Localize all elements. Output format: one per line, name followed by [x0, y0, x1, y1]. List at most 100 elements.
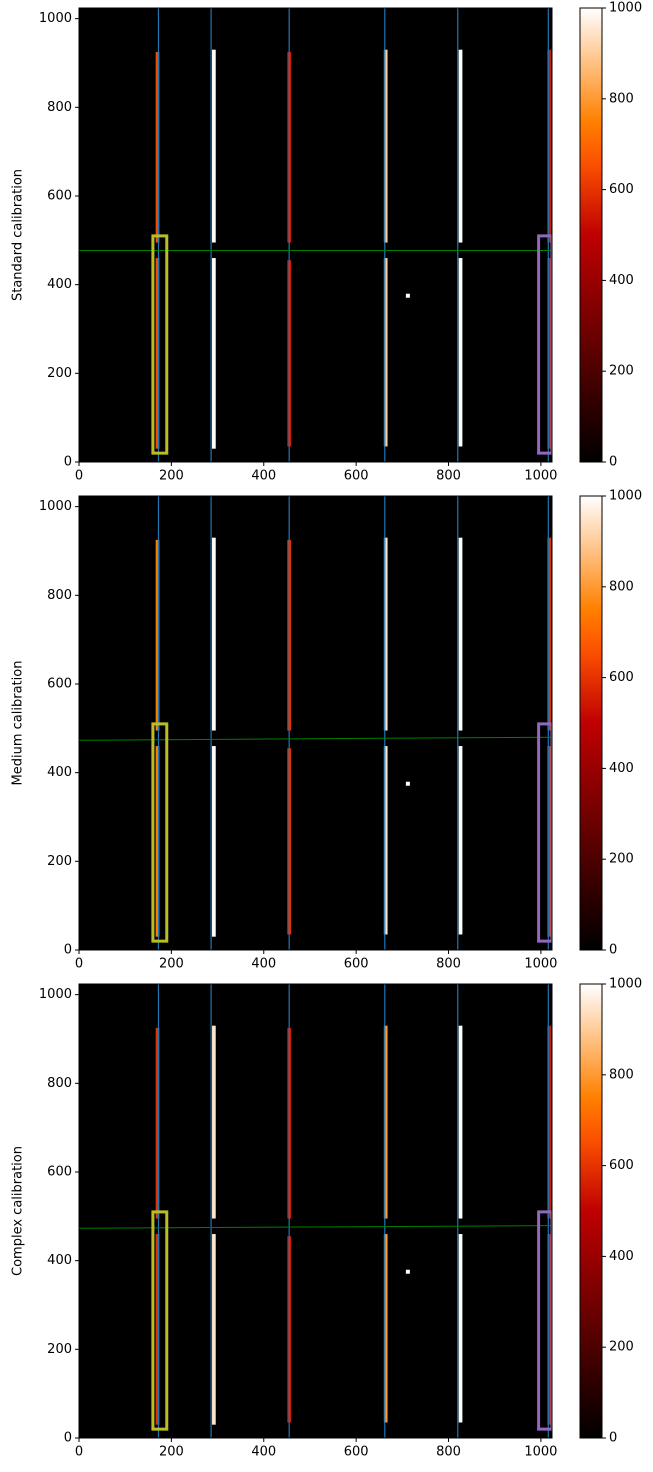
x-tick-label: 400: [251, 469, 276, 484]
colorbar-tick-label: 0: [609, 1431, 617, 1446]
plot-area: [79, 984, 552, 1438]
colorbar-tick-label: 600: [609, 670, 634, 685]
spot: [405, 1269, 410, 1274]
colorbar-tick-label: 200: [609, 852, 634, 867]
trace-segment: [547, 537, 552, 731]
colorbar-tick-label: 600: [609, 182, 634, 197]
y-tick-label: 400: [47, 1253, 72, 1268]
colorbar-tick-label: 1000: [609, 1, 642, 16]
colorbar-tick-label: 200: [609, 364, 634, 379]
trace-segment: [155, 539, 160, 731]
x-tick-label: 1000: [524, 957, 557, 972]
colorbar: [579, 983, 603, 1439]
y-tick-label: 400: [47, 277, 72, 292]
x-tick-label: 400: [251, 957, 276, 972]
trace-segment: [383, 1025, 388, 1219]
x-tick-label: 200: [159, 1445, 184, 1460]
selection-box: [537, 1210, 552, 1431]
y-tick-label: 800: [47, 588, 72, 603]
x-tick-label: 400: [251, 1445, 276, 1460]
colorbar-tick-label: 800: [609, 579, 634, 594]
trace-segment: [155, 258, 160, 449]
trace-segment: [155, 1234, 160, 1425]
trace-segment: [383, 746, 388, 935]
colorbar: [579, 495, 603, 951]
x-tick-label: 0: [75, 957, 83, 972]
x-tick-label: 800: [436, 957, 461, 972]
y-tick-label: 600: [47, 1164, 72, 1179]
trace-segment: [155, 51, 160, 243]
trace-segment: [458, 49, 463, 243]
axes-frame: [78, 7, 553, 463]
panel: 0 200 400 600 800 1000 0 200 400 600 800 1000 Medium…: [11, 489, 643, 972]
trace-segment: [383, 49, 388, 243]
x-tick-label: 600: [344, 1445, 369, 1460]
trace-segment: [383, 1234, 388, 1423]
colorbar-tick-label: 1000: [609, 489, 642, 504]
y-tick-label: 1000: [39, 499, 72, 514]
selection-box: [537, 234, 552, 455]
trace-segment: [212, 1025, 216, 1219]
trace-segment: [547, 1025, 552, 1219]
y-tick-label: 1000: [39, 987, 72, 1002]
colorbar-tick-label: 0: [609, 943, 617, 958]
selection-box: [151, 722, 169, 943]
colorbar-tick-label: 800: [609, 1067, 634, 1082]
colorbar-tick-label: 1000: [609, 977, 642, 992]
spot: [405, 293, 410, 298]
trace-segment: [547, 258, 552, 449]
selection-box: [151, 1210, 169, 1431]
panel: 0 200 400 600 800 1000 0 200 400 600 800 1000 Standa…: [11, 1, 643, 484]
y-axis-label: Standard calibration: [11, 169, 26, 301]
selection-box: [151, 234, 169, 455]
x-tick-label: 1000: [524, 469, 557, 484]
axes-frame: [78, 983, 553, 1439]
plot-area: [79, 8, 552, 462]
x-tick-label: 800: [436, 469, 461, 484]
trace-segment: [212, 746, 216, 937]
trace-segment: [212, 1234, 216, 1425]
image-background: [79, 984, 552, 1438]
x-tick-label: 200: [159, 957, 184, 972]
trace-segment: [547, 49, 552, 243]
spot: [405, 781, 410, 786]
trace-segment: [458, 258, 463, 447]
x-tick-label: 600: [344, 957, 369, 972]
y-tick-label: 600: [47, 188, 72, 203]
y-tick-label: 200: [47, 854, 72, 869]
y-tick-label: 800: [47, 100, 72, 115]
trace-segment: [547, 1234, 552, 1425]
y-tick-label: 800: [47, 1076, 72, 1091]
colorbar-tick-label: 800: [609, 91, 634, 106]
x-tick-label: 200: [159, 469, 184, 484]
trace-segment: [458, 1234, 463, 1423]
y-tick-label: 1000: [39, 11, 72, 26]
x-tick-label: 1000: [524, 1445, 557, 1460]
y-axis-label: Medium calibration: [11, 661, 26, 786]
colorbar-tick-label: 400: [609, 1249, 634, 1264]
y-axis-label: Complex calibration: [11, 1146, 26, 1276]
x-tick-label: 600: [344, 469, 369, 484]
y-tick-label: 0: [64, 1431, 72, 1446]
trace-segment: [383, 537, 388, 731]
colorbar-tick-label: 400: [609, 273, 634, 288]
y-tick-label: 200: [47, 366, 72, 381]
y-tick-label: 0: [64, 455, 72, 470]
y-tick-label: 0: [64, 943, 72, 958]
trace-segment: [155, 746, 160, 937]
colorbar: [579, 7, 603, 463]
trace-segment: [458, 1025, 463, 1219]
y-tick-label: 600: [47, 676, 72, 691]
image-background: [79, 496, 552, 950]
trace-segment: [383, 258, 388, 447]
plot-area: [79, 496, 552, 950]
axes-frame: [78, 495, 553, 951]
x-tick-label: 0: [75, 1445, 83, 1460]
trace-segment: [212, 49, 216, 243]
trace-segment: [155, 1027, 160, 1219]
x-tick-label: 800: [436, 1445, 461, 1460]
x-tick-label: 0: [75, 469, 83, 484]
row-line: [79, 1225, 552, 1229]
selection-box: [537, 722, 552, 943]
colorbar-tick-label: 400: [609, 761, 634, 776]
